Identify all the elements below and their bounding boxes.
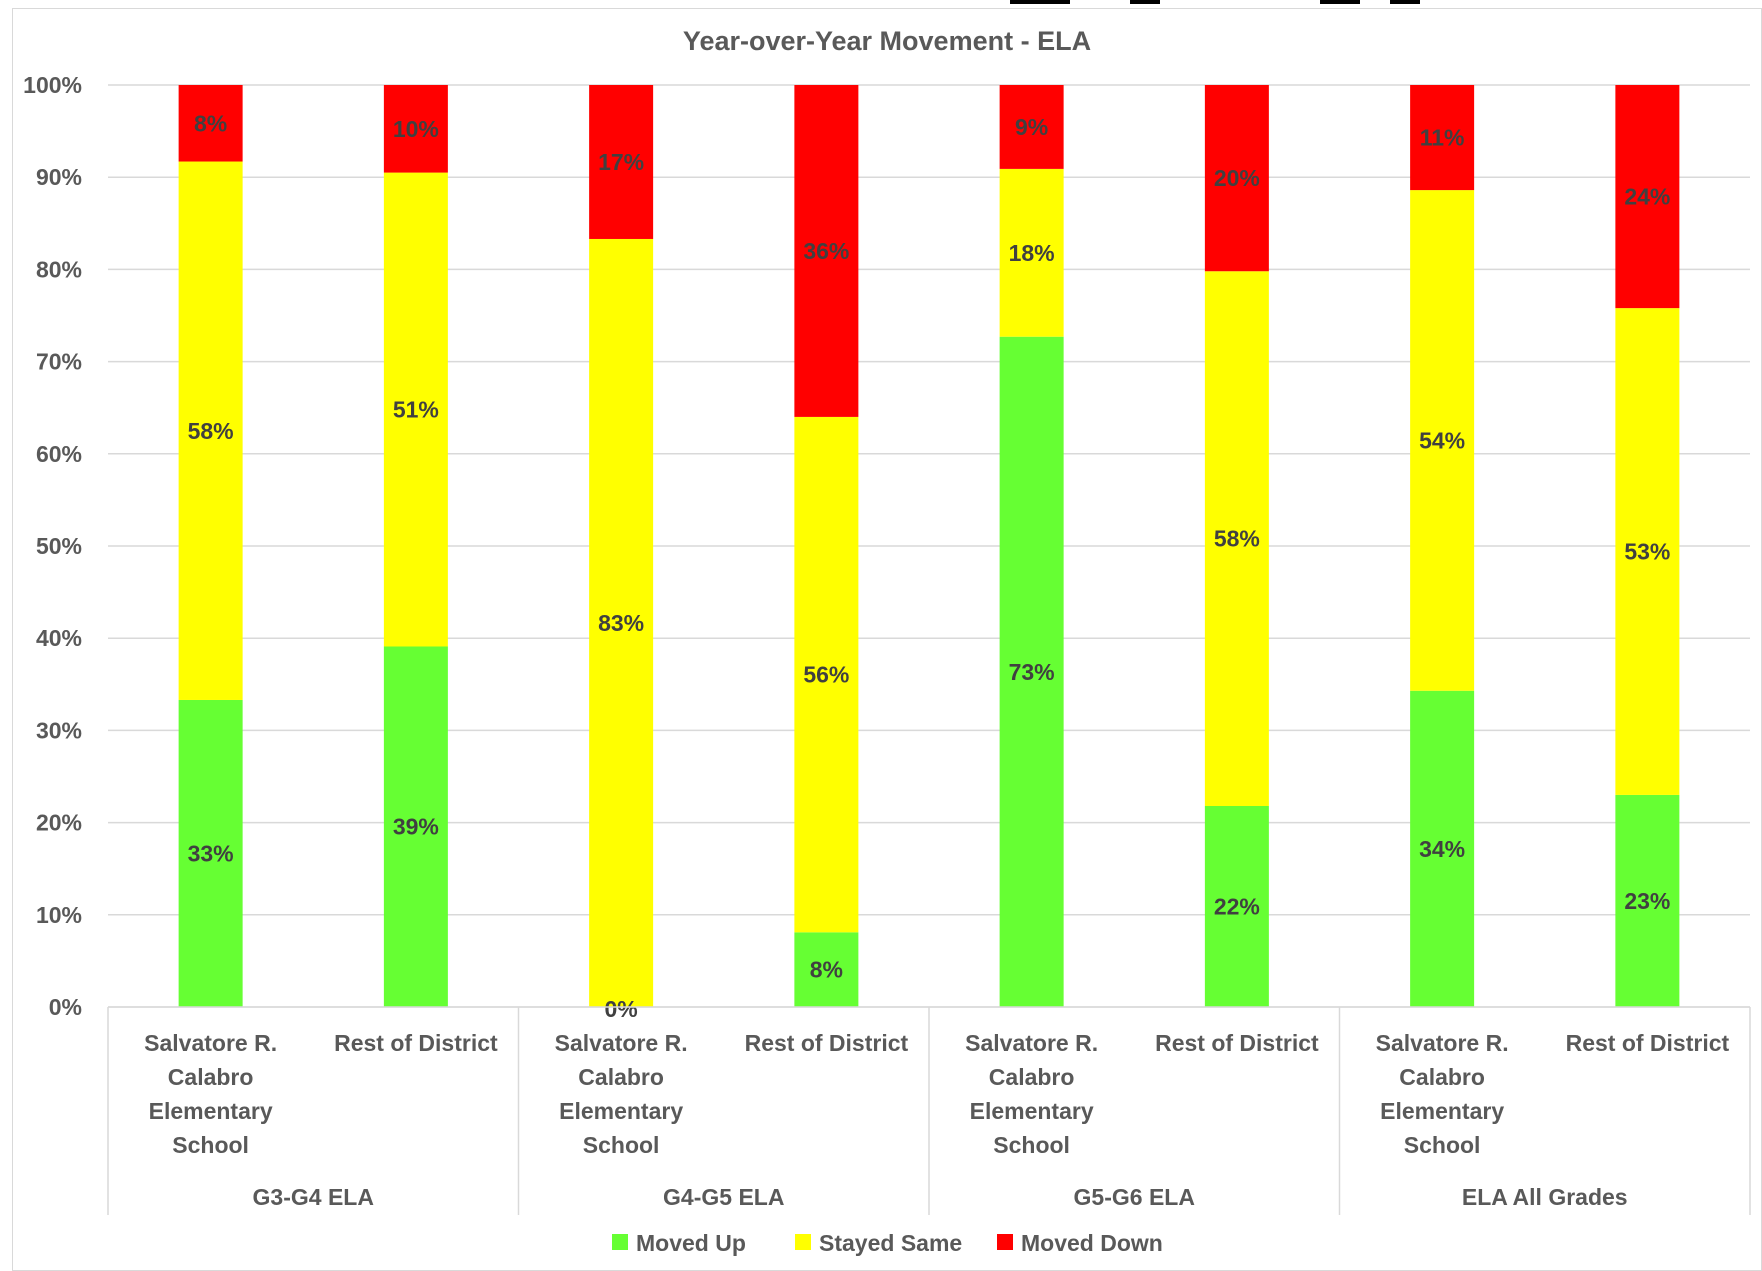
data-label: 39%	[393, 814, 439, 840]
data-label: 56%	[803, 662, 849, 688]
data-label: 34%	[1419, 836, 1465, 862]
group-label: G5-G6 ELA	[1074, 1184, 1195, 1210]
data-label: 8%	[810, 957, 843, 983]
data-label: 73%	[1009, 659, 1055, 685]
bar-segment	[383, 85, 448, 173]
bar-segment	[383, 646, 448, 1007]
data-label: 8%	[194, 110, 227, 136]
bar-segment	[794, 932, 859, 1007]
bar-segment	[1410, 690, 1475, 1007]
bar-segment	[1615, 794, 1680, 1007]
legend-label: Moved Up	[636, 1230, 746, 1256]
bar-segment	[178, 161, 243, 700]
legend-label: Moved Down	[1021, 1230, 1163, 1256]
legend-swatch	[795, 1234, 811, 1250]
bar-segment	[999, 168, 1064, 337]
data-label: 9%	[1015, 114, 1048, 140]
bar-segment	[1410, 85, 1475, 191]
data-label: 53%	[1624, 539, 1670, 565]
bar-segment	[1204, 806, 1269, 1007]
y-tick-label: 100%	[23, 72, 82, 98]
legend: Moved Up Stayed Same Moved Down	[612, 1230, 1163, 1256]
data-label: 20%	[1214, 165, 1260, 191]
data-label: 54%	[1419, 427, 1465, 453]
bar-segment	[794, 416, 859, 933]
group-label: ELA All Grades	[1462, 1184, 1628, 1210]
data-label: 24%	[1624, 184, 1670, 210]
group-label: G4-G5 ELA	[663, 1184, 784, 1210]
data-label: 11%	[1420, 125, 1465, 151]
data-label: 58%	[188, 418, 234, 444]
data-label: 36%	[803, 238, 849, 264]
bar-segment	[999, 336, 1064, 1007]
bar-segment	[1615, 308, 1680, 795]
y-tick-label: 10%	[36, 902, 82, 928]
category-label: Rest of District	[1566, 1030, 1730, 1056]
bar-segment	[999, 85, 1064, 169]
bar-segment	[1410, 190, 1475, 691]
cropped-header-fragment	[990, 0, 1430, 8]
data-label: 23%	[1624, 888, 1670, 914]
bar-segment	[1615, 85, 1680, 309]
data-label: 18%	[1009, 240, 1055, 266]
bar-segment	[794, 85, 859, 417]
category-label: Rest of District	[1155, 1030, 1319, 1056]
data-label: 0%	[605, 996, 638, 1022]
data-label: 17%	[598, 149, 644, 175]
y-tick-label: 60%	[36, 441, 82, 467]
y-tick-label: 0%	[49, 994, 82, 1020]
category-label: Rest of District	[334, 1030, 498, 1056]
category-label: Rest of District	[745, 1030, 909, 1056]
y-tick-label: 70%	[36, 349, 82, 375]
bar-segment	[589, 85, 654, 239]
category-label: Salvatore R. Calabro Elementary School	[1376, 1030, 1509, 1158]
bar-segment	[1204, 85, 1269, 272]
y-tick-label: 40%	[36, 625, 82, 651]
data-label: 51%	[393, 397, 439, 423]
data-label: 22%	[1214, 894, 1260, 920]
data-label: 83%	[598, 610, 644, 636]
bar-segment	[1204, 271, 1269, 807]
category-label: Salvatore R. Calabro Elementary School	[965, 1030, 1098, 1158]
data-label: 58%	[1214, 526, 1260, 552]
legend-swatch	[997, 1234, 1013, 1250]
group-label: G3-G4 ELA	[253, 1184, 374, 1210]
y-tick-label: 80%	[36, 256, 82, 282]
y-tick-label: 30%	[36, 717, 82, 743]
y-tick-label: 50%	[36, 533, 82, 559]
bar-segment	[178, 85, 243, 162]
bar-segment	[383, 172, 448, 647]
data-label: 33%	[188, 840, 234, 866]
y-tick-label: 20%	[36, 810, 82, 836]
bars	[178, 85, 1680, 1007]
data-labels: 33% 58% 8% 39% 51% 10% 0% 83% 17% 8% 56% 36% 73% 18% 9…	[188, 110, 1671, 1022]
y-axis: 0% 10% 20% 30% 40% 50% 60% 70% 80% 90% 100%	[23, 72, 82, 1020]
bar-segment	[178, 699, 243, 1007]
y-tick-label: 90%	[36, 164, 82, 190]
legend-swatch	[612, 1234, 628, 1250]
legend-label: Stayed Same	[819, 1230, 962, 1256]
gridlines	[108, 84, 1750, 1008]
category-label: Salvatore R. Calabro Elementary School	[144, 1030, 277, 1158]
category-label: Salvatore R. Calabro Elementary School	[555, 1030, 688, 1158]
x-axis: Salvatore R. Calabro Elementary School Rest …	[107, 1006, 1751, 1215]
data-label: 10%	[393, 116, 439, 142]
bar-segment	[589, 238, 654, 1007]
chart-title: Year-over-Year Movement - ELA	[683, 26, 1091, 56]
